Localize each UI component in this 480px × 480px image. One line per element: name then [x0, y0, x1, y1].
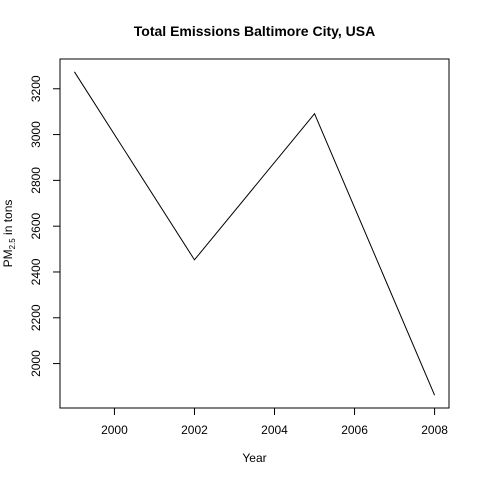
y-tick-label: 2600	[29, 213, 43, 240]
y-axis-label: PM2.5 in tons	[1, 200, 17, 268]
y-axis-label-subscript: 2.5	[8, 238, 17, 250]
y-tick-label: 2200	[29, 304, 43, 331]
y-tick-label: 2000	[29, 350, 43, 377]
chart-title: Total Emissions Baltimore City, USA	[134, 23, 375, 39]
x-tick-label: 2002	[181, 423, 208, 437]
x-tick-label: 2000	[101, 423, 128, 437]
y-tick-label: 3200	[29, 75, 43, 102]
y-tick-label: 2400	[29, 258, 43, 285]
x-axis-label: Year	[242, 451, 266, 465]
series-line	[73, 71, 436, 396]
y-axis-label-main: PM	[1, 249, 15, 267]
series-layer	[73, 71, 436, 396]
x-tick-label: 2006	[341, 423, 368, 437]
x-axis: 2000 2002 2004 2006 2008	[101, 407, 448, 437]
y-tick-label: 2800	[29, 167, 43, 194]
y-axis: 2000 2200 2400 2600 2800 3000 3200	[29, 75, 61, 377]
x-tick-label: 2004	[261, 423, 288, 437]
y-axis-label-suffix: in tons	[1, 200, 15, 239]
plot-frame	[59, 58, 450, 409]
x-tick-label: 2008	[421, 423, 448, 437]
y-tick-label: 3000	[29, 121, 43, 148]
